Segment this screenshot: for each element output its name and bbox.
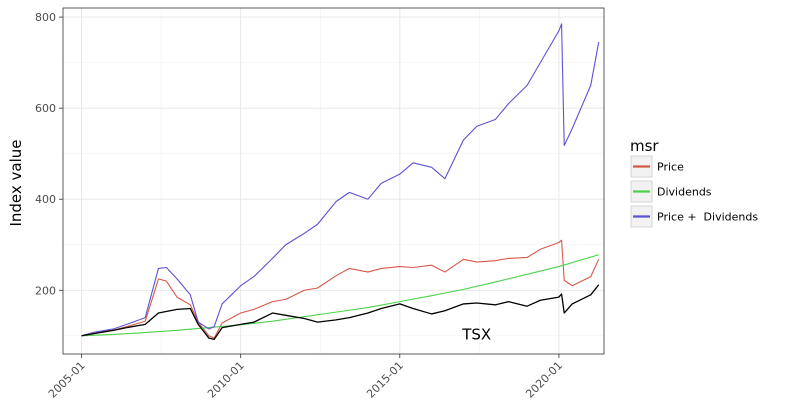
y-tick-label: 200	[35, 284, 56, 297]
y-tick-label: 400	[35, 193, 56, 206]
legend-label: Dividends	[657, 186, 712, 199]
plot-panel	[62, 7, 605, 355]
series-line-price	[81, 239, 600, 339]
y-axis-label: Index value	[7, 139, 25, 226]
series-line-dividends	[81, 254, 599, 337]
y-tick-label: 600	[35, 102, 56, 115]
annotation-tsx: TSX	[461, 325, 491, 343]
series-lines	[81, 23, 600, 341]
y-tick-label: 800	[35, 11, 56, 24]
x-tick-label: 2015-01	[364, 359, 406, 401]
x-tick-label: 2020-01	[523, 359, 565, 401]
y-axis: 200 400 600 800	[35, 11, 63, 297]
legend-item: Price	[630, 155, 684, 178]
legend-label: Price + Dividends	[657, 211, 758, 224]
legend-title: msr	[630, 137, 659, 155]
legend: msr Price Dividends Price + Dividends	[630, 137, 758, 228]
x-axis: 2005-01 2010-01 2015-01 2020-01	[46, 354, 565, 401]
legend-label: Price	[657, 161, 684, 174]
series-line-price-dividends	[81, 23, 600, 337]
legend-item: Dividends	[630, 180, 712, 203]
x-tick-label: 2010-01	[205, 359, 247, 401]
series-line-tsx	[81, 284, 600, 341]
x-tick-label: 2005-01	[46, 359, 88, 401]
grid	[63, 8, 604, 354]
legend-item: Price + Dividends	[630, 205, 758, 228]
